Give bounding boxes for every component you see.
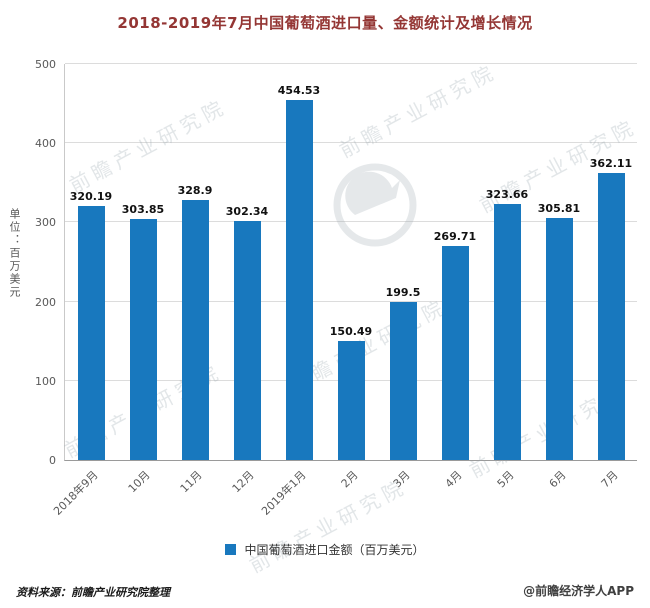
bar: [389, 302, 417, 460]
chart-title: 2018-2019年7月中国葡萄酒进口量、金额统计及增长情况: [117, 14, 533, 32]
credit-note: @前瞻经济学人APP: [523, 584, 634, 598]
y-axis-tick-label: 0: [49, 454, 56, 467]
bar: [181, 199, 209, 460]
bar-slot: 150.49: [325, 64, 377, 460]
x-axis-label: 5月: [494, 468, 517, 491]
x-axis-cell: 2月: [324, 461, 376, 525]
bar: [597, 173, 625, 460]
bar-slot: 323.66: [481, 64, 533, 460]
x-axis-label: 12月: [229, 468, 257, 496]
x-axis-cell: 6月: [532, 461, 584, 525]
gridline: [65, 300, 637, 302]
bar: [233, 220, 261, 460]
bar-slot: 328.9: [169, 64, 221, 460]
bar-value-label: 328.9: [177, 183, 213, 197]
y-axis-tick-label: 200: [35, 295, 56, 309]
y-axis-ticks: 0 100 200 300 400 500: [0, 58, 56, 467]
legend: 中国葡萄酒进口金额（百万美元）: [0, 541, 650, 558]
x-axis-label: 7月: [598, 468, 621, 491]
bar: [285, 100, 313, 460]
x-axis-label: 11月: [177, 468, 205, 496]
y-axis-tick-label: 400: [35, 137, 56, 151]
bar-slot: 305.81: [533, 64, 585, 460]
y-axis-title: 单位：百万美元: [8, 208, 21, 299]
x-axis-label: 10月: [125, 468, 153, 496]
bar-slot: 320.19: [65, 64, 117, 460]
x-axis-label: 6月: [546, 468, 569, 491]
bar-value-label: 305.81: [537, 201, 581, 215]
plot-area: 320.19 303.85 328.9 302.34 454.53 150.49 199.5…: [64, 63, 637, 461]
x-axis-label: 4月: [442, 468, 465, 491]
x-axis-label: 3月: [390, 468, 413, 491]
x-axis-cell: 4月: [428, 461, 480, 525]
y-axis-tick-label: 500: [35, 58, 56, 71]
bar-value-label: 199.5: [385, 286, 421, 299]
x-axis-cell: 2019年1月: [259, 461, 324, 525]
bar: [545, 217, 573, 460]
bar-value-label: 269.71: [433, 230, 477, 244]
x-axis-cell: 12月: [220, 461, 272, 525]
source-note: 资料来源：前瞻产业研究院整理: [16, 586, 170, 599]
bar-slot: 199.5: [377, 64, 429, 460]
bar: [493, 203, 521, 460]
legend-marker-swatch: [225, 544, 237, 555]
x-axis-cell: 7月: [584, 461, 636, 525]
x-axis-cell: 5月: [480, 461, 532, 525]
y-axis-tick-label: 100: [35, 374, 56, 388]
bar-value-label: 362.11: [589, 157, 633, 171]
bar-value-label: 320.19: [69, 190, 113, 204]
bar-slot: 302.34: [221, 64, 273, 460]
bar-slot: 269.71: [429, 64, 481, 460]
bar: [337, 340, 365, 460]
x-axis-labels: 2018年9月 10月 11月 12月 2019年1月 2月 3月 4月 5月 6月 7月: [51, 461, 636, 525]
legend-label: 中国葡萄酒进口金额（百万美元）: [244, 543, 425, 557]
x-axis-cell: 3月: [376, 461, 428, 525]
bar-slot: 454.53: [273, 64, 325, 460]
x-axis-cell: 2018年9月: [51, 461, 116, 525]
y-axis-tick-label: 300: [35, 216, 56, 230]
bar-value-label: 150.49: [329, 324, 373, 338]
bar-value-label: 323.66: [485, 187, 529, 201]
x-axis-label: 2月: [338, 468, 361, 491]
x-axis-cell: 10月: [116, 461, 168, 525]
bar-value-label: 302.34: [225, 204, 269, 218]
bar-slot: 362.11: [585, 64, 637, 460]
x-axis-cell: 11月: [168, 461, 220, 525]
gridline: [65, 142, 637, 144]
gridline: [65, 221, 637, 223]
bar: [441, 246, 469, 460]
gridline: [65, 63, 637, 64]
x-axis-label: 2018年9月: [51, 468, 101, 518]
bar: [129, 219, 157, 460]
bar-slot: 303.85: [117, 64, 169, 460]
bar-value-label: 454.53: [277, 84, 321, 98]
bar: [77, 206, 105, 460]
bar-value-label: 303.85: [121, 203, 165, 217]
